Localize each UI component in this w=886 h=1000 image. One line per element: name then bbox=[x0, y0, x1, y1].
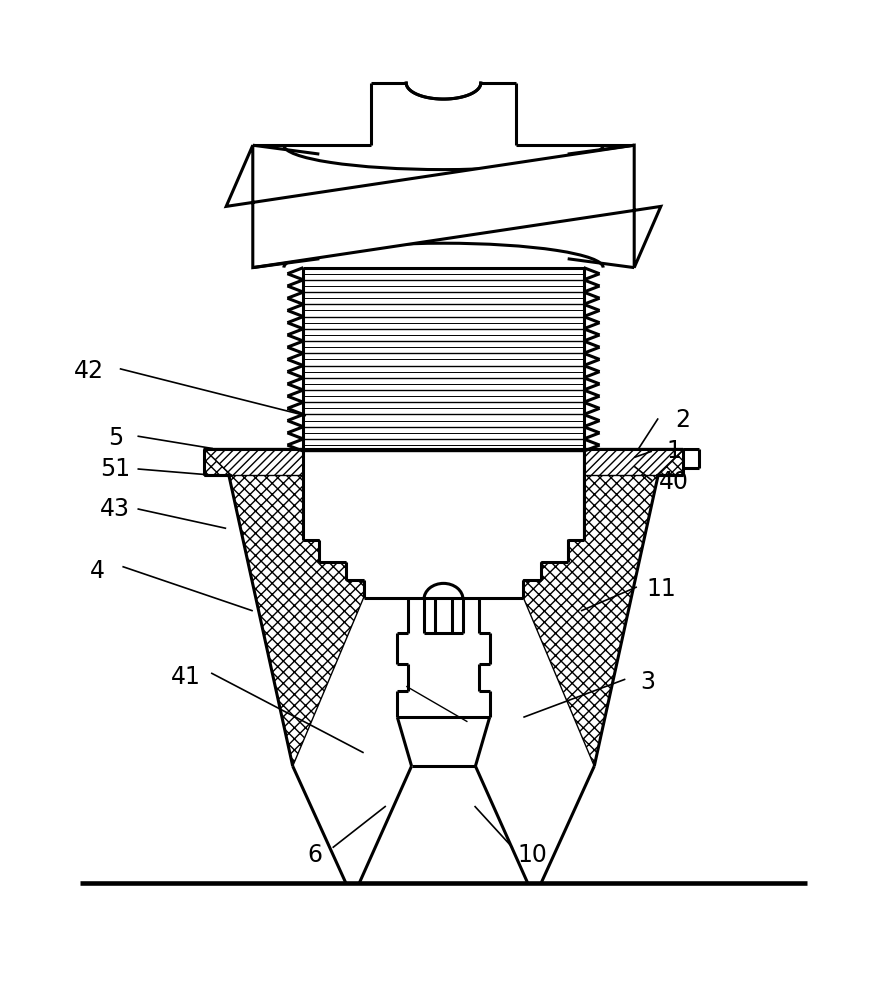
Text: 5: 5 bbox=[107, 426, 123, 450]
Text: 11: 11 bbox=[645, 577, 675, 601]
Text: 10: 10 bbox=[517, 843, 547, 867]
Polygon shape bbox=[523, 449, 682, 766]
Polygon shape bbox=[204, 449, 363, 766]
Text: 42: 42 bbox=[74, 359, 104, 383]
Polygon shape bbox=[204, 449, 303, 475]
Text: 41: 41 bbox=[171, 665, 201, 689]
Text: 3: 3 bbox=[640, 670, 654, 694]
Polygon shape bbox=[583, 449, 682, 475]
Text: 1: 1 bbox=[666, 439, 680, 463]
Polygon shape bbox=[226, 145, 660, 268]
Text: 40: 40 bbox=[658, 470, 688, 494]
Text: 43: 43 bbox=[100, 497, 130, 521]
Text: 6: 6 bbox=[307, 843, 322, 867]
Text: 4: 4 bbox=[90, 559, 105, 583]
Text: 51: 51 bbox=[100, 457, 130, 481]
Text: 2: 2 bbox=[675, 408, 689, 432]
